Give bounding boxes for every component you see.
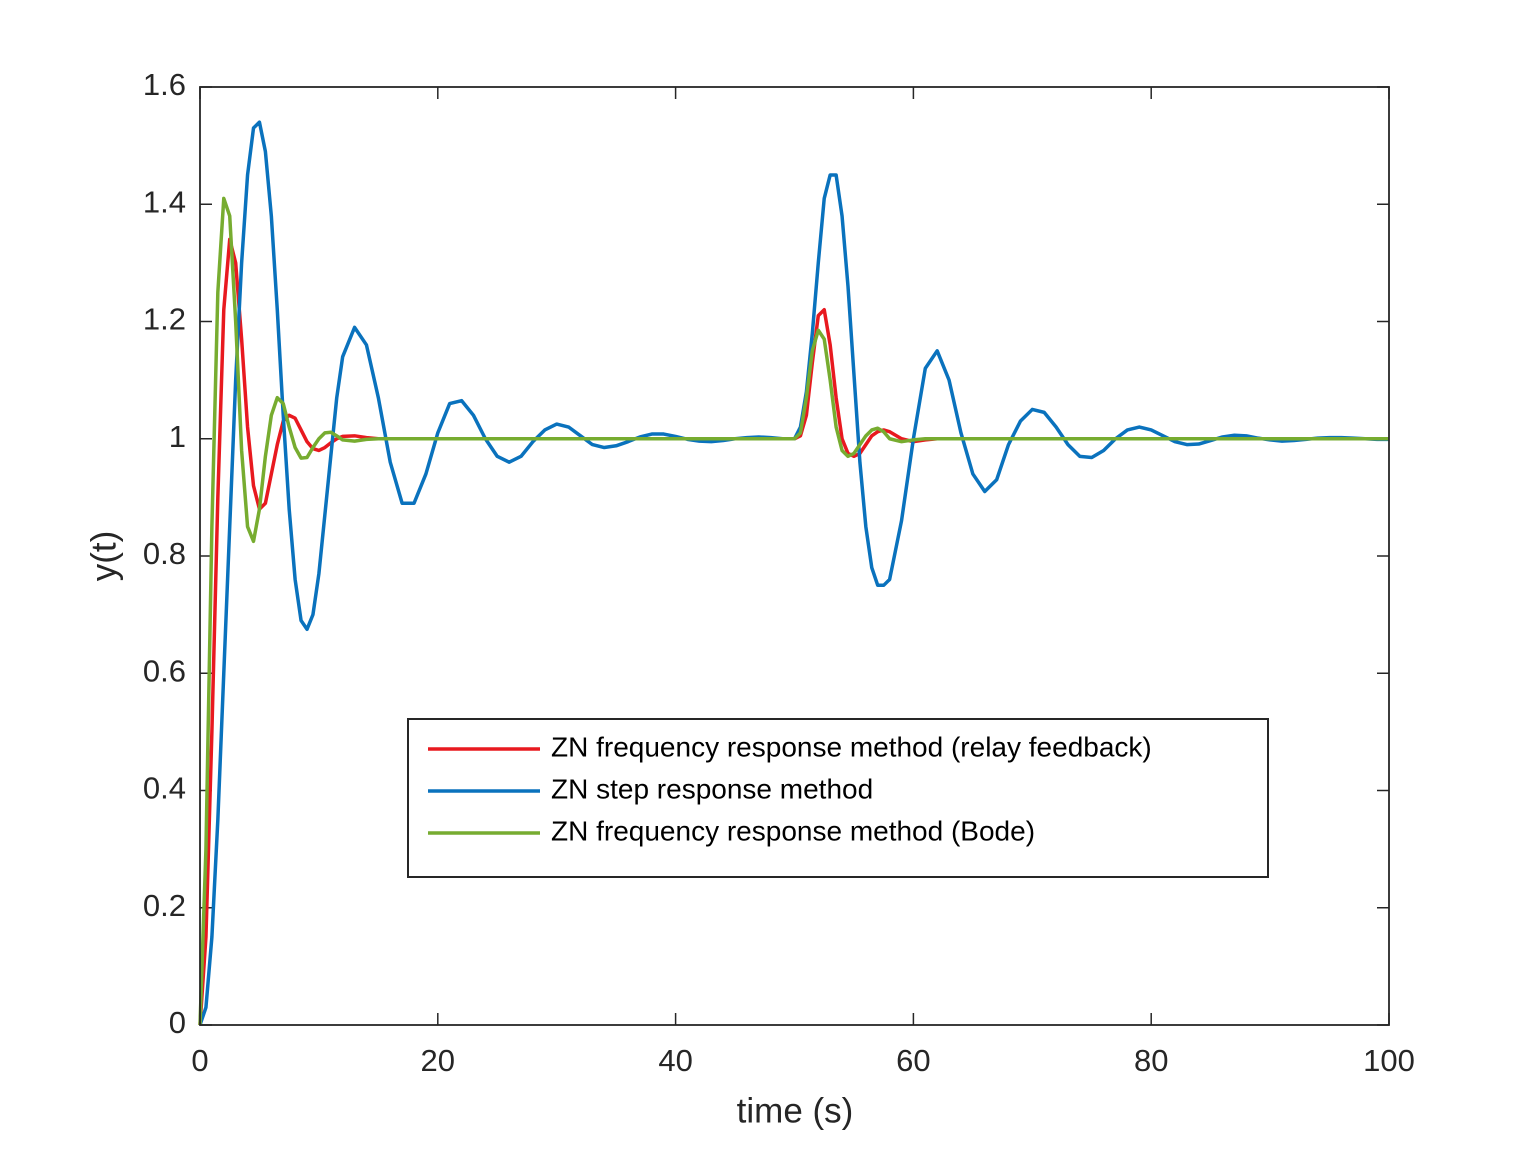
legend-box	[407, 718, 1269, 878]
y-tick-label: 0.2	[143, 888, 186, 923]
plot-area	[200, 87, 1389, 1025]
x-tick-label: 80	[1134, 1043, 1168, 1078]
axes-box	[199, 86, 1390, 1026]
y-axis-label: y(t)	[84, 531, 123, 582]
y-tick-label: 1.2	[143, 302, 186, 337]
legend-label: ZN frequency response method (relay feed…	[551, 731, 1152, 762]
x-tick-label: 60	[896, 1043, 930, 1078]
y-tick-label: 1.6	[143, 67, 186, 102]
legend: ZN frequency response method (relay feed…	[407, 718, 1269, 878]
y-tick-label: 1	[169, 419, 186, 454]
x-tick-label: 40	[658, 1043, 692, 1078]
x-axis-label: time (s)	[737, 1091, 854, 1130]
y-tick-label: 0.8	[143, 536, 186, 571]
y-tick-label: 0.6	[143, 653, 186, 688]
legend-label: ZN frequency response method (Bode)	[551, 815, 1035, 846]
x-tick-label: 0	[191, 1043, 208, 1078]
y-tick-label: 0	[169, 1005, 186, 1040]
x-tick-label: 100	[1363, 1043, 1415, 1078]
y-tick-label: 1.4	[143, 184, 186, 219]
legend-label: ZN step response method	[551, 773, 873, 804]
series-line	[198, 196, 1389, 1026]
y-tick-label: 0.4	[143, 771, 186, 806]
x-tick-label: 20	[421, 1043, 455, 1078]
